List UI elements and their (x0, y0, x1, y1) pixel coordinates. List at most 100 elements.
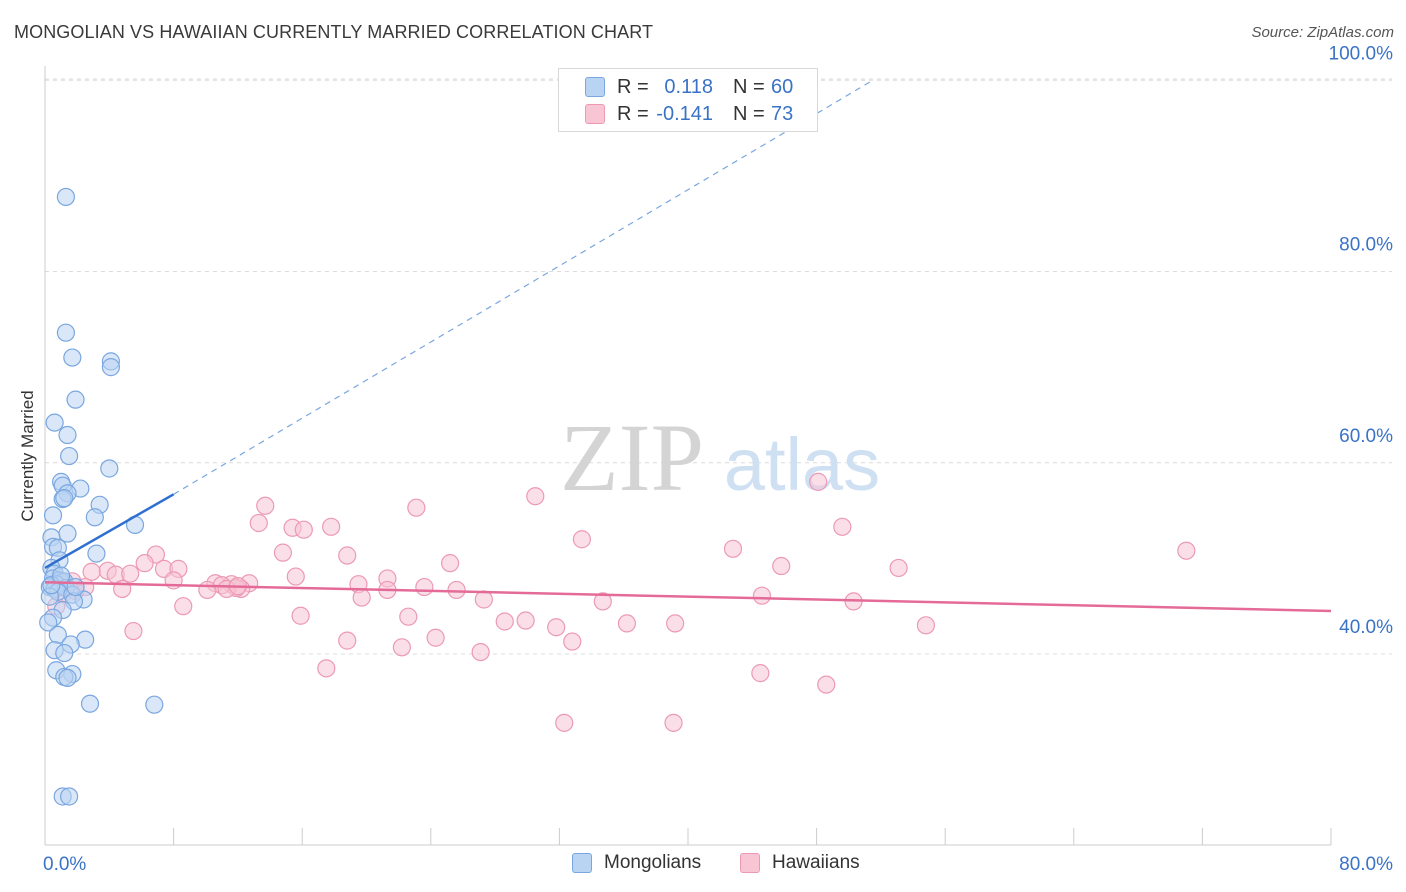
y-tick-label: 80.0% (1339, 235, 1393, 256)
hawaiians-point (392, 638, 411, 657)
hawaiians-point (471, 642, 490, 662)
legend-item-hawaiians[interactable]: Hawaiians (740, 852, 860, 874)
grid-layer: 40.0% 60.0% 80.0% 100.0% (45, 43, 1393, 655)
n-label: N = (733, 102, 765, 125)
hawaiians-point (1177, 541, 1196, 560)
legend-label-hawaiians: Hawaiians (772, 852, 860, 873)
hawaiians-point (135, 554, 154, 573)
hawaiians-point (474, 590, 493, 609)
legend-label-mongolians: Mongolians (604, 852, 702, 873)
hawaiians-point (291, 606, 310, 625)
mongolians-point (66, 577, 85, 597)
mongolians-point (85, 508, 104, 527)
hawaiians-trend-line (44, 581, 1332, 613)
correlation-legend: R = 0.118 N = 60 R = -0.141 N = 73 (558, 68, 818, 132)
mongolians-point (51, 566, 71, 585)
mongolians-point (39, 613, 58, 632)
hawaiians-point (352, 588, 371, 607)
hawaiians-point (273, 543, 293, 562)
hawaiians-point (399, 607, 418, 626)
hawaiians-point (415, 577, 434, 597)
watermark-atlas: atlas (724, 423, 880, 506)
mongolians-point (55, 489, 74, 508)
mongolians-trend-line (44, 493, 175, 570)
mongolians-trend-extension (173, 79, 874, 495)
hawaiians-point (317, 659, 336, 678)
hawaiians-point (124, 621, 143, 641)
r-label: R = (617, 102, 649, 125)
hawaiians-point (174, 597, 193, 616)
hawaiians-point (198, 580, 217, 600)
hawaiians-point (617, 614, 637, 633)
hawaiians-point (593, 592, 612, 611)
y-tick-label: 40.0% (1339, 617, 1393, 638)
hawaiians-point (817, 675, 836, 694)
mongolians-point (66, 390, 85, 409)
r-value: 0.118 (664, 75, 713, 98)
mongolians-point (56, 187, 75, 207)
mongolians-points (39, 187, 164, 806)
hawaiians-point (338, 546, 357, 565)
x-tick-label: 80.0% (1339, 854, 1393, 875)
hawaiians-point (121, 564, 140, 583)
legend-row-hawaiians: R = -0.141 N = 73 (585, 102, 793, 126)
n-label: N = (733, 75, 765, 98)
mongolians-point (43, 506, 63, 525)
axes-layer: 0.0% 80.0% (43, 66, 1393, 875)
mongolians-point (58, 524, 77, 543)
mongolians-point (45, 413, 64, 432)
y-axis-label: Currently Married (18, 390, 37, 521)
hawaiians-point (82, 562, 101, 581)
mongolians-point (80, 694, 100, 713)
hawaiians-point (752, 586, 772, 605)
hawaiians-point (664, 713, 683, 732)
hawaiians-point (889, 558, 908, 578)
mongolians-point (145, 695, 164, 714)
hawaiians-point (407, 498, 426, 517)
r-value: -0.141 (656, 102, 713, 125)
legend-row-mongolians: R = 0.118 N = 60 (585, 75, 793, 99)
r-label: R = (617, 75, 649, 98)
hawaiians-point (916, 616, 936, 635)
hawaiians-point (249, 513, 268, 533)
mongolians-swatch (572, 853, 592, 873)
mongolians-point (87, 544, 106, 563)
hawaiians-point (772, 556, 791, 576)
hawaiians-point (572, 530, 592, 549)
mongolians-point (63, 348, 82, 367)
hawaiians-point (751, 664, 770, 683)
mongolians-point (58, 668, 77, 688)
hawaiians-point (547, 618, 566, 637)
legend-item-mongolians[interactable]: Mongolians (572, 852, 701, 874)
hawaiians-point (426, 628, 445, 647)
hawaiians-point (338, 631, 357, 650)
hawaiians-point (516, 611, 535, 630)
hawaiians-point (495, 612, 514, 631)
hawaiians-point (555, 713, 574, 732)
watermark: ZIP atlas (560, 404, 880, 511)
hawaiians-point (809, 472, 828, 491)
hawaiians-point (322, 517, 341, 536)
x-tick-label: 0.0% (43, 854, 86, 875)
mongolians-point (58, 425, 77, 445)
mongolians-point (101, 358, 121, 377)
hawaiians-point (833, 517, 852, 536)
n-value: 73 (771, 102, 794, 125)
mongolians-point (60, 787, 79, 806)
hawaiians-point (526, 487, 545, 506)
hawaiians-point (447, 580, 466, 600)
hawaiians-swatch (740, 853, 760, 873)
mongolians-swatch (585, 77, 605, 97)
mongolians-point (60, 446, 79, 466)
hawaiians-points (47, 472, 1196, 732)
hawaiians-point (256, 496, 275, 515)
hawaiians-point (666, 614, 685, 633)
hawaiians-point (723, 539, 743, 558)
mongolians-point (100, 459, 119, 478)
hawaiians-point (440, 554, 460, 573)
chart-title: MONGOLIAN VS HAWAIIAN CURRENTLY MARRIED … (14, 22, 654, 42)
hawaiians-point (294, 520, 313, 539)
hawaiians-point (563, 632, 582, 651)
y-tick-label: 60.0% (1339, 426, 1393, 447)
